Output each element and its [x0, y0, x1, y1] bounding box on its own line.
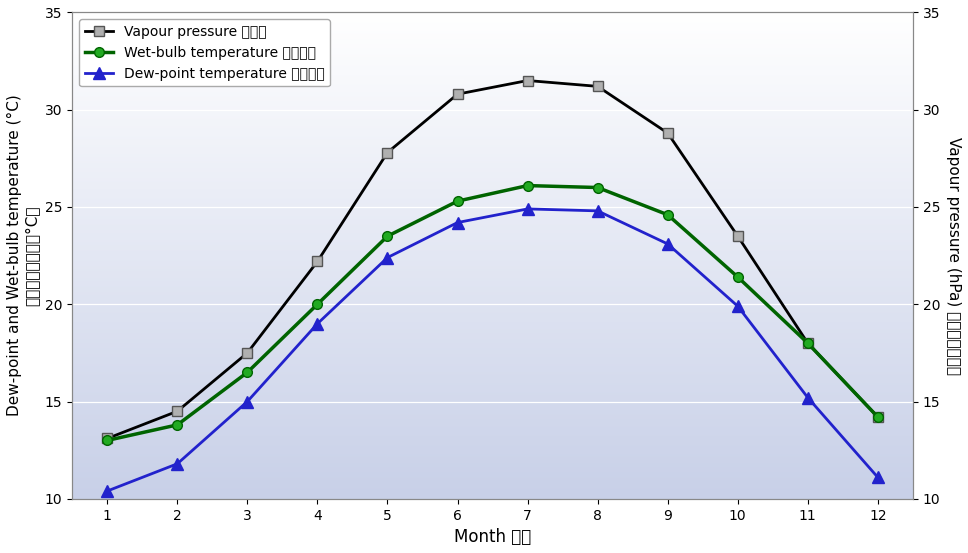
Wet-bulb temperature 濕球溫度 [381, 233, 393, 239]
Vapour pressure 水氣壓 [591, 83, 603, 90]
Dew-point temperature 露點溫度 [171, 461, 183, 467]
Dew-point temperature 露點溫度 [802, 394, 814, 401]
Dew-point temperature 露點溫度 [102, 488, 113, 494]
Vapour pressure 水氣壓 [242, 349, 254, 356]
X-axis label: Month 月份: Month 月份 [454, 528, 531, 546]
Dew-point temperature 露點溫度 [872, 474, 884, 481]
Wet-bulb temperature 濕球溫度 [242, 369, 254, 375]
Wet-bulb temperature 濕球溫度 [732, 274, 743, 280]
Dew-point temperature 露點溫度 [312, 320, 323, 327]
Vapour pressure 水氣壓 [872, 414, 884, 420]
Dew-point temperature 露點溫度 [452, 219, 464, 226]
Wet-bulb temperature 濕球溫度 [662, 211, 674, 218]
Vapour pressure 水氣壓 [522, 77, 533, 84]
Dew-point temperature 露點溫度 [732, 303, 743, 310]
Dew-point temperature 露點溫度 [591, 207, 603, 214]
Vapour pressure 水氣壓 [452, 91, 464, 97]
Wet-bulb temperature 濕球溫度 [452, 198, 464, 205]
Dew-point temperature 露點溫度 [381, 254, 393, 261]
Wet-bulb temperature 濕球溫度 [102, 437, 113, 444]
Vapour pressure 水氣壓 [381, 149, 393, 156]
Line: Vapour pressure 水氣壓: Vapour pressure 水氣壓 [103, 76, 883, 444]
Dew-point temperature 露點溫度 [242, 398, 254, 405]
Dew-point temperature 露點溫度 [522, 206, 533, 212]
Wet-bulb temperature 濕球溫度 [591, 184, 603, 191]
Vapour pressure 水氣壓 [171, 408, 183, 415]
Line: Wet-bulb temperature 濕球溫度: Wet-bulb temperature 濕球溫度 [103, 181, 883, 445]
Vapour pressure 水氣壓 [312, 258, 323, 265]
Wet-bulb temperature 濕球溫度 [171, 421, 183, 428]
Vapour pressure 水氣壓 [662, 130, 674, 137]
Wet-bulb temperature 濕球溫度 [802, 340, 814, 347]
Vapour pressure 水氣壓 [102, 435, 113, 442]
Legend: Vapour pressure 水氣壓, Wet-bulb temperature 濕球溫度, Dew-point temperature 露點溫度: Vapour pressure 水氣壓, Wet-bulb temperatur… [79, 19, 330, 86]
Wet-bulb temperature 濕球溫度 [522, 182, 533, 189]
Y-axis label: Vapour pressure (hPa) 水氣壓（百帕）: Vapour pressure (hPa) 水氣壓（百帕） [946, 137, 961, 374]
Vapour pressure 水氣壓 [732, 233, 743, 239]
Y-axis label: Dew-point and Wet-bulb temperature (°C)
露點及濕球溫度（°C）: Dew-point and Wet-bulb temperature (°C) … [7, 95, 40, 416]
Vapour pressure 水氣壓 [802, 340, 814, 347]
Line: Dew-point temperature 露點溫度: Dew-point temperature 露點溫度 [102, 204, 884, 497]
Dew-point temperature 露點溫度 [662, 241, 674, 247]
Wet-bulb temperature 濕球溫度 [872, 414, 884, 420]
Wet-bulb temperature 濕球溫度 [312, 301, 323, 307]
